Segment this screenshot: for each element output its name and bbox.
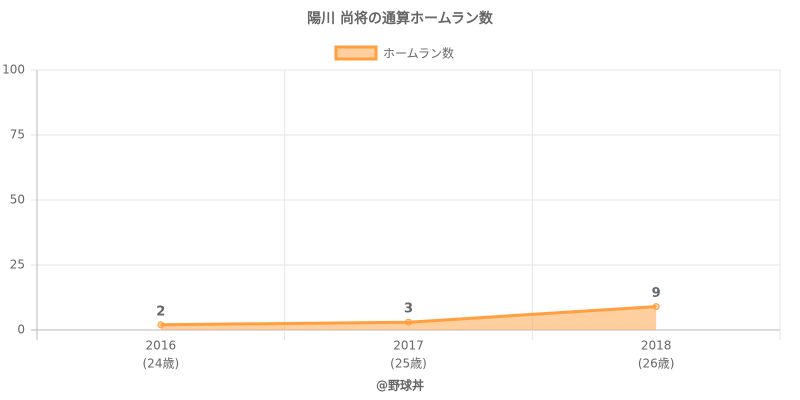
x-tick-sublabel: (26歳) — [638, 357, 675, 371]
point — [157, 321, 165, 329]
x-tick-sublabel: (24歳) — [143, 357, 180, 371]
data-label: 9 — [652, 286, 661, 301]
x-tick-label: 2017 — [393, 339, 424, 353]
x-axis-label: @野球丼 — [376, 378, 424, 393]
x-tick-label: 2018 — [641, 339, 672, 353]
data-label: 2 — [156, 304, 165, 319]
chart-title: 陽川 尚将の通算ホームラン数 — [307, 10, 494, 27]
y-tick-label: 50 — [10, 193, 25, 207]
y-tick-label: 100 — [2, 63, 25, 77]
legend-label: ホームラン数 — [383, 46, 454, 61]
y-tick-label: 75 — [10, 128, 25, 142]
legend-swatch — [334, 45, 378, 61]
point — [652, 303, 660, 311]
y-tick-label: 0 — [17, 323, 25, 337]
data-label: 3 — [404, 302, 413, 317]
x-tick-sublabel: (25歳) — [390, 357, 427, 371]
x-tick-label: 2016 — [146, 339, 177, 353]
y-tick-label: 25 — [10, 258, 25, 272]
point — [405, 318, 412, 326]
